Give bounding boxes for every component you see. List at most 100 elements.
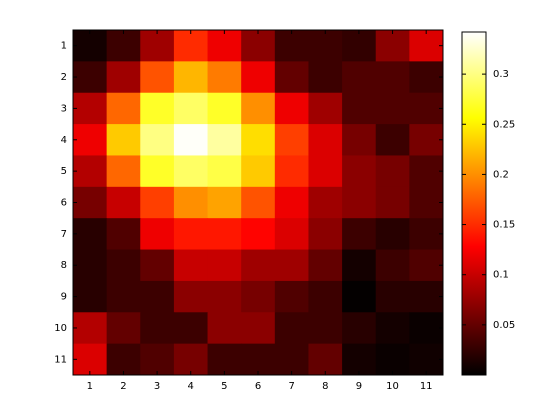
colorbar-tick-label: 0.2 <box>493 169 509 180</box>
heatmap-cell <box>342 186 377 219</box>
heatmap-cell <box>106 343 141 376</box>
heatmap-cell <box>106 249 141 282</box>
heatmap-cell <box>308 249 343 282</box>
heatmap-cell <box>274 124 309 156</box>
y-tick-label: 8 <box>61 260 67 271</box>
heatmap-cell <box>207 312 242 345</box>
heatmap-cell <box>106 92 141 125</box>
heatmap-cell <box>173 343 209 376</box>
heatmap-cell <box>409 249 444 282</box>
x-tick-label: 4 <box>188 381 194 392</box>
heatmap-cell <box>375 124 410 156</box>
heatmap-cell <box>140 30 175 62</box>
x-tick-label: 10 <box>386 381 399 392</box>
y-tick-label: 11 <box>54 354 67 365</box>
heatmap-cell <box>274 312 309 345</box>
heatmap-cell <box>241 312 276 345</box>
heatmap-cell <box>106 61 141 94</box>
heatmap-cell <box>342 218 377 251</box>
heatmap-cell <box>241 92 276 125</box>
colorbar-tick-label: 0.3 <box>493 69 509 80</box>
heatmap-cell <box>241 218 276 251</box>
y-tick-label: 4 <box>61 135 67 146</box>
colorbar-tick-label: 0.05 <box>493 320 515 331</box>
heatmap-cell <box>375 30 410 62</box>
y-tick-label: 10 <box>54 323 67 334</box>
heatmap-cell <box>140 124 175 156</box>
y-tick-label: 6 <box>61 198 67 209</box>
heatmap-cell <box>241 124 276 156</box>
x-tick-label: 5 <box>221 381 227 392</box>
x-tick-label: 2 <box>120 381 126 392</box>
x-tick-label: 11 <box>420 381 433 392</box>
heatmap-cell <box>308 155 343 188</box>
heatmap-cell <box>140 280 175 313</box>
heatmap-cell <box>274 30 309 62</box>
heatmap-cell <box>342 30 377 62</box>
heatmap-cell <box>106 218 141 251</box>
heatmap-cell <box>308 30 343 62</box>
heatmap-cell <box>241 155 276 188</box>
heatmap-cell <box>308 92 343 125</box>
y-tick-label: 7 <box>61 229 67 240</box>
heatmap-cell <box>173 249 209 282</box>
heatmap-cell <box>241 186 276 219</box>
heatmap-cell <box>73 312 108 345</box>
heatmap-cell <box>342 61 377 94</box>
heatmap-cell <box>106 30 141 62</box>
heatmap-cell <box>73 186 108 219</box>
heatmap-cell <box>375 218 410 251</box>
heatmap-cell <box>173 92 209 125</box>
heatmap-cell <box>241 280 276 313</box>
heatmap-cell <box>308 312 343 345</box>
heatmap-cell <box>207 186 242 219</box>
heatmap-cell <box>73 218 108 251</box>
x-tick-label: 8 <box>322 381 328 392</box>
heatmap-cell <box>140 312 175 345</box>
heatmap-cell <box>73 92 108 125</box>
heatmap-cell <box>106 312 141 345</box>
heatmap-cell <box>409 218 444 251</box>
heatmap-cell <box>207 92 242 125</box>
heatmap-cell <box>173 61 209 94</box>
heatmap-cell <box>73 249 108 282</box>
heatmap-cell <box>375 280 410 313</box>
y-tick-label: 9 <box>61 292 67 303</box>
heatmap-cell <box>274 343 309 376</box>
heatmap-cell <box>73 124 108 156</box>
heatmap-cell <box>409 343 444 376</box>
heatmap-cell <box>207 61 242 94</box>
heatmap-cell <box>207 249 242 282</box>
heatmap-cell <box>140 343 175 376</box>
y-tick-label: 3 <box>61 103 67 114</box>
x-tick-label: 3 <box>154 381 160 392</box>
colorbar-tick-label: 0.25 <box>493 119 515 130</box>
heatmap-cell <box>207 343 242 376</box>
heatmap-cell <box>241 343 276 376</box>
heatmap-cell <box>308 61 343 94</box>
y-tick-label: 1 <box>61 41 67 52</box>
heatmap-cell <box>409 30 444 62</box>
heatmap-cell <box>241 249 276 282</box>
colorbar <box>461 31 487 376</box>
y-tick-label: 5 <box>61 166 67 177</box>
heatmap-cell <box>241 30 276 62</box>
heatmap-cell <box>409 280 444 313</box>
heatmap-cell <box>140 61 175 94</box>
heatmap-cell <box>140 186 175 219</box>
x-tick-label: 1 <box>87 381 93 392</box>
heatmap-cell <box>409 155 444 188</box>
heatmap-cell <box>375 249 410 282</box>
heatmap-cell <box>173 155 209 188</box>
heatmap-cell <box>375 92 410 125</box>
heatmap-cell <box>409 186 444 219</box>
heatmap-cell <box>241 61 276 94</box>
heatmap-cell <box>106 186 141 219</box>
heatmap-cell <box>73 343 108 376</box>
heatmap-cell <box>342 280 377 313</box>
heatmap-cell <box>375 312 410 345</box>
heatmap-cell <box>274 155 309 188</box>
heatmap-cell <box>342 124 377 156</box>
heatmap-cell <box>409 61 444 94</box>
colorbar-tick-label: 0.15 <box>493 220 515 231</box>
